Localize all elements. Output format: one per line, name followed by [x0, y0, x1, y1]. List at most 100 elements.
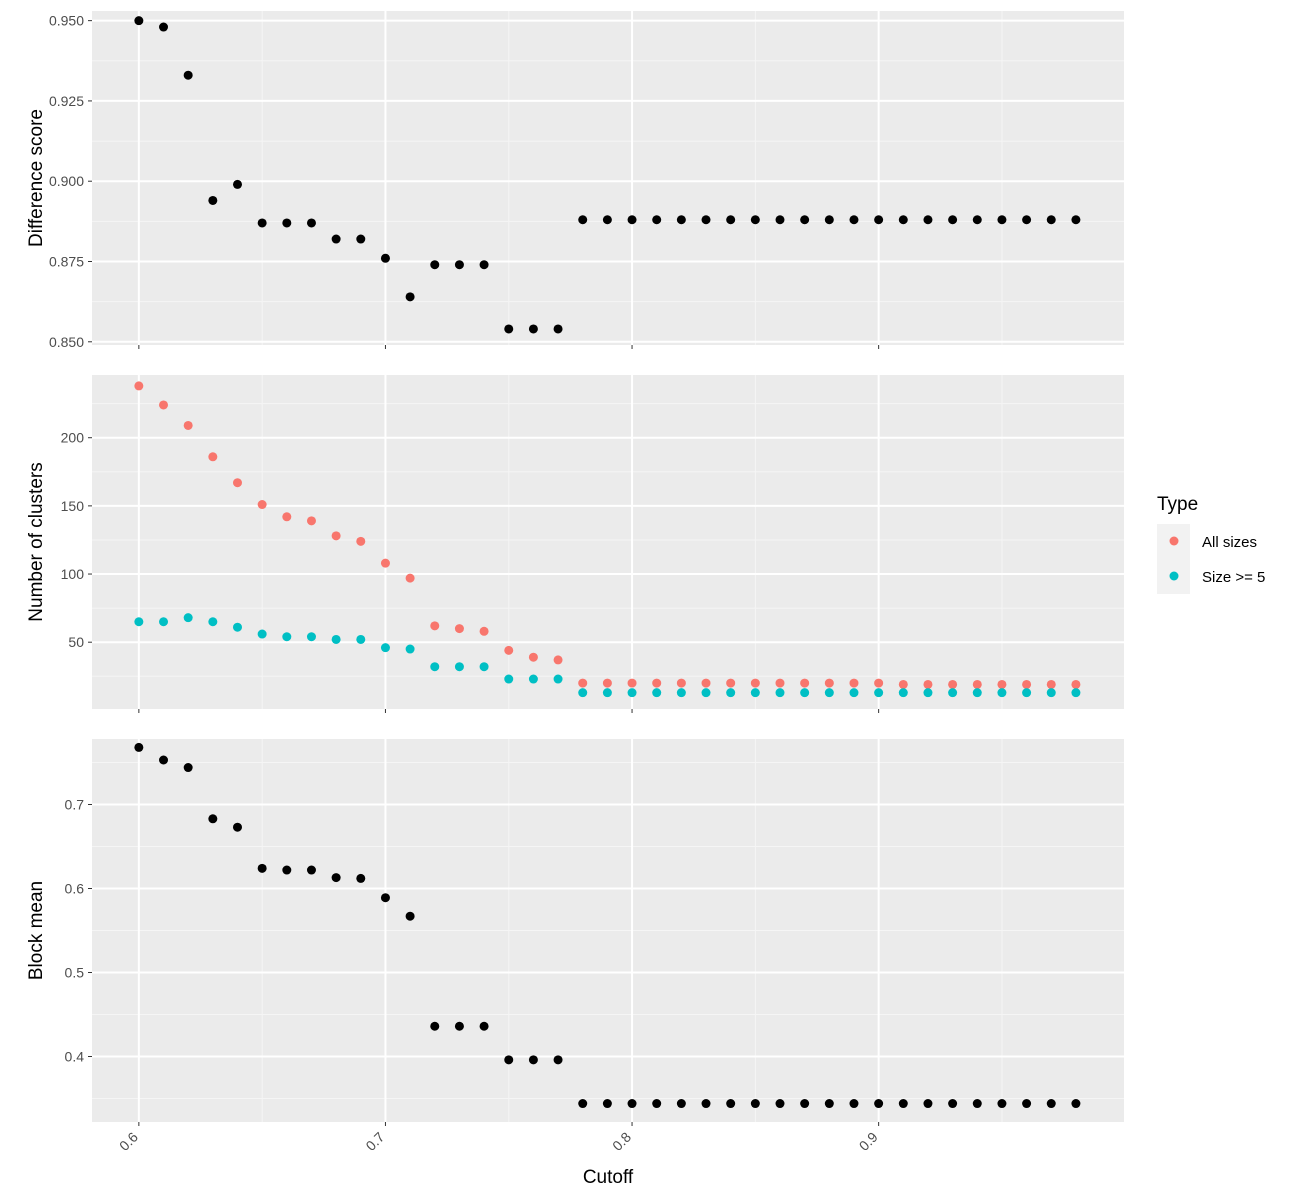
data-point — [1022, 1099, 1032, 1109]
data-point — [380, 253, 390, 263]
data-point — [356, 873, 366, 883]
data-point — [627, 215, 637, 225]
data-point — [183, 420, 193, 430]
data-point — [824, 1099, 834, 1109]
data-point — [972, 1099, 982, 1109]
data-point — [257, 218, 267, 228]
data-point — [454, 1021, 464, 1031]
data-point — [997, 215, 1007, 225]
data-point — [898, 688, 908, 698]
data-point — [701, 1099, 711, 1109]
data-point — [1046, 215, 1056, 225]
y-tick-label: 0.925 — [49, 93, 84, 109]
data-point — [602, 688, 612, 698]
x-tick-label: 0.9 — [856, 1129, 881, 1154]
data-point — [997, 679, 1007, 689]
data-point — [775, 215, 785, 225]
data-point — [257, 863, 267, 873]
data-point — [454, 662, 464, 672]
data-point — [627, 678, 637, 688]
data-point — [134, 381, 144, 391]
y-axis-title: Number of clusters — [26, 462, 47, 621]
data-point — [701, 215, 711, 225]
data-point — [528, 324, 538, 334]
y-tick-label: 200 — [61, 430, 85, 446]
legend: Type All sizes Size >= 5 — [1157, 494, 1265, 594]
data-point — [849, 688, 859, 698]
data-point — [874, 215, 884, 225]
panel-middle: 50 100 150 200 Number of clusters — [26, 375, 1124, 713]
panel-top: 0.850 0.875 0.900 0.925 0.950 Difference scor… — [26, 11, 1124, 350]
data-point — [331, 531, 341, 541]
data-point — [948, 215, 958, 225]
data-point — [504, 1055, 514, 1065]
panel-bottom: 0.4 0.5 0.6 0.7 Block mean — [26, 739, 1124, 1126]
y-tick-label: 0.900 — [49, 173, 84, 189]
data-point — [1046, 1099, 1056, 1109]
data-point — [726, 1099, 736, 1109]
series-values — [134, 742, 1081, 1109]
data-point — [528, 674, 538, 684]
data-point — [232, 478, 242, 488]
data-point — [1022, 215, 1032, 225]
data-point — [553, 655, 563, 665]
data-point — [726, 678, 736, 688]
series-size-5 — [134, 613, 1081, 698]
data-point — [504, 324, 514, 334]
data-point — [652, 1099, 662, 1109]
y-tick-label: 50 — [68, 634, 84, 650]
data-point — [800, 678, 810, 688]
y-axis-title: Difference score — [26, 109, 47, 247]
data-point — [701, 678, 711, 688]
data-point — [898, 679, 908, 689]
data-point — [1022, 679, 1032, 689]
data-point — [602, 678, 612, 688]
y-axis-title: Block mean — [26, 881, 47, 980]
data-point — [578, 215, 588, 225]
data-point — [602, 215, 612, 225]
data-point — [553, 674, 563, 684]
data-point — [208, 195, 218, 205]
legend-label-size-5: Size >= 5 — [1202, 569, 1265, 586]
data-point — [430, 1021, 440, 1031]
panel-background — [92, 375, 1124, 709]
data-point — [405, 573, 415, 583]
data-point — [183, 763, 193, 773]
data-point — [504, 674, 514, 684]
data-point — [775, 678, 785, 688]
data-point — [405, 292, 415, 302]
data-point — [257, 629, 267, 639]
data-point — [1071, 688, 1081, 698]
data-point — [380, 558, 390, 568]
data-point — [676, 688, 686, 698]
data-point — [479, 1021, 489, 1031]
data-point — [183, 613, 193, 623]
y-tick-label: 0.875 — [49, 254, 84, 270]
data-point — [627, 1099, 637, 1109]
data-point — [1071, 215, 1081, 225]
data-point — [183, 70, 193, 80]
data-point — [676, 1099, 686, 1109]
data-point — [849, 1099, 859, 1109]
x-axis-title: Cutoff — [583, 1167, 634, 1188]
data-point — [1022, 688, 1032, 698]
data-point — [750, 215, 760, 225]
data-point — [972, 215, 982, 225]
data-point — [1071, 679, 1081, 689]
data-point — [972, 679, 982, 689]
data-point — [849, 678, 859, 688]
data-point — [750, 678, 760, 688]
data-point — [331, 873, 341, 883]
data-point — [676, 678, 686, 688]
data-point — [948, 1099, 958, 1109]
data-point — [306, 218, 316, 228]
data-point — [602, 1099, 612, 1109]
data-point — [1071, 1099, 1081, 1109]
data-point — [874, 678, 884, 688]
data-point — [923, 1099, 933, 1109]
data-point — [553, 324, 563, 334]
data-point — [923, 215, 933, 225]
data-point — [726, 215, 736, 225]
data-point — [923, 688, 933, 698]
